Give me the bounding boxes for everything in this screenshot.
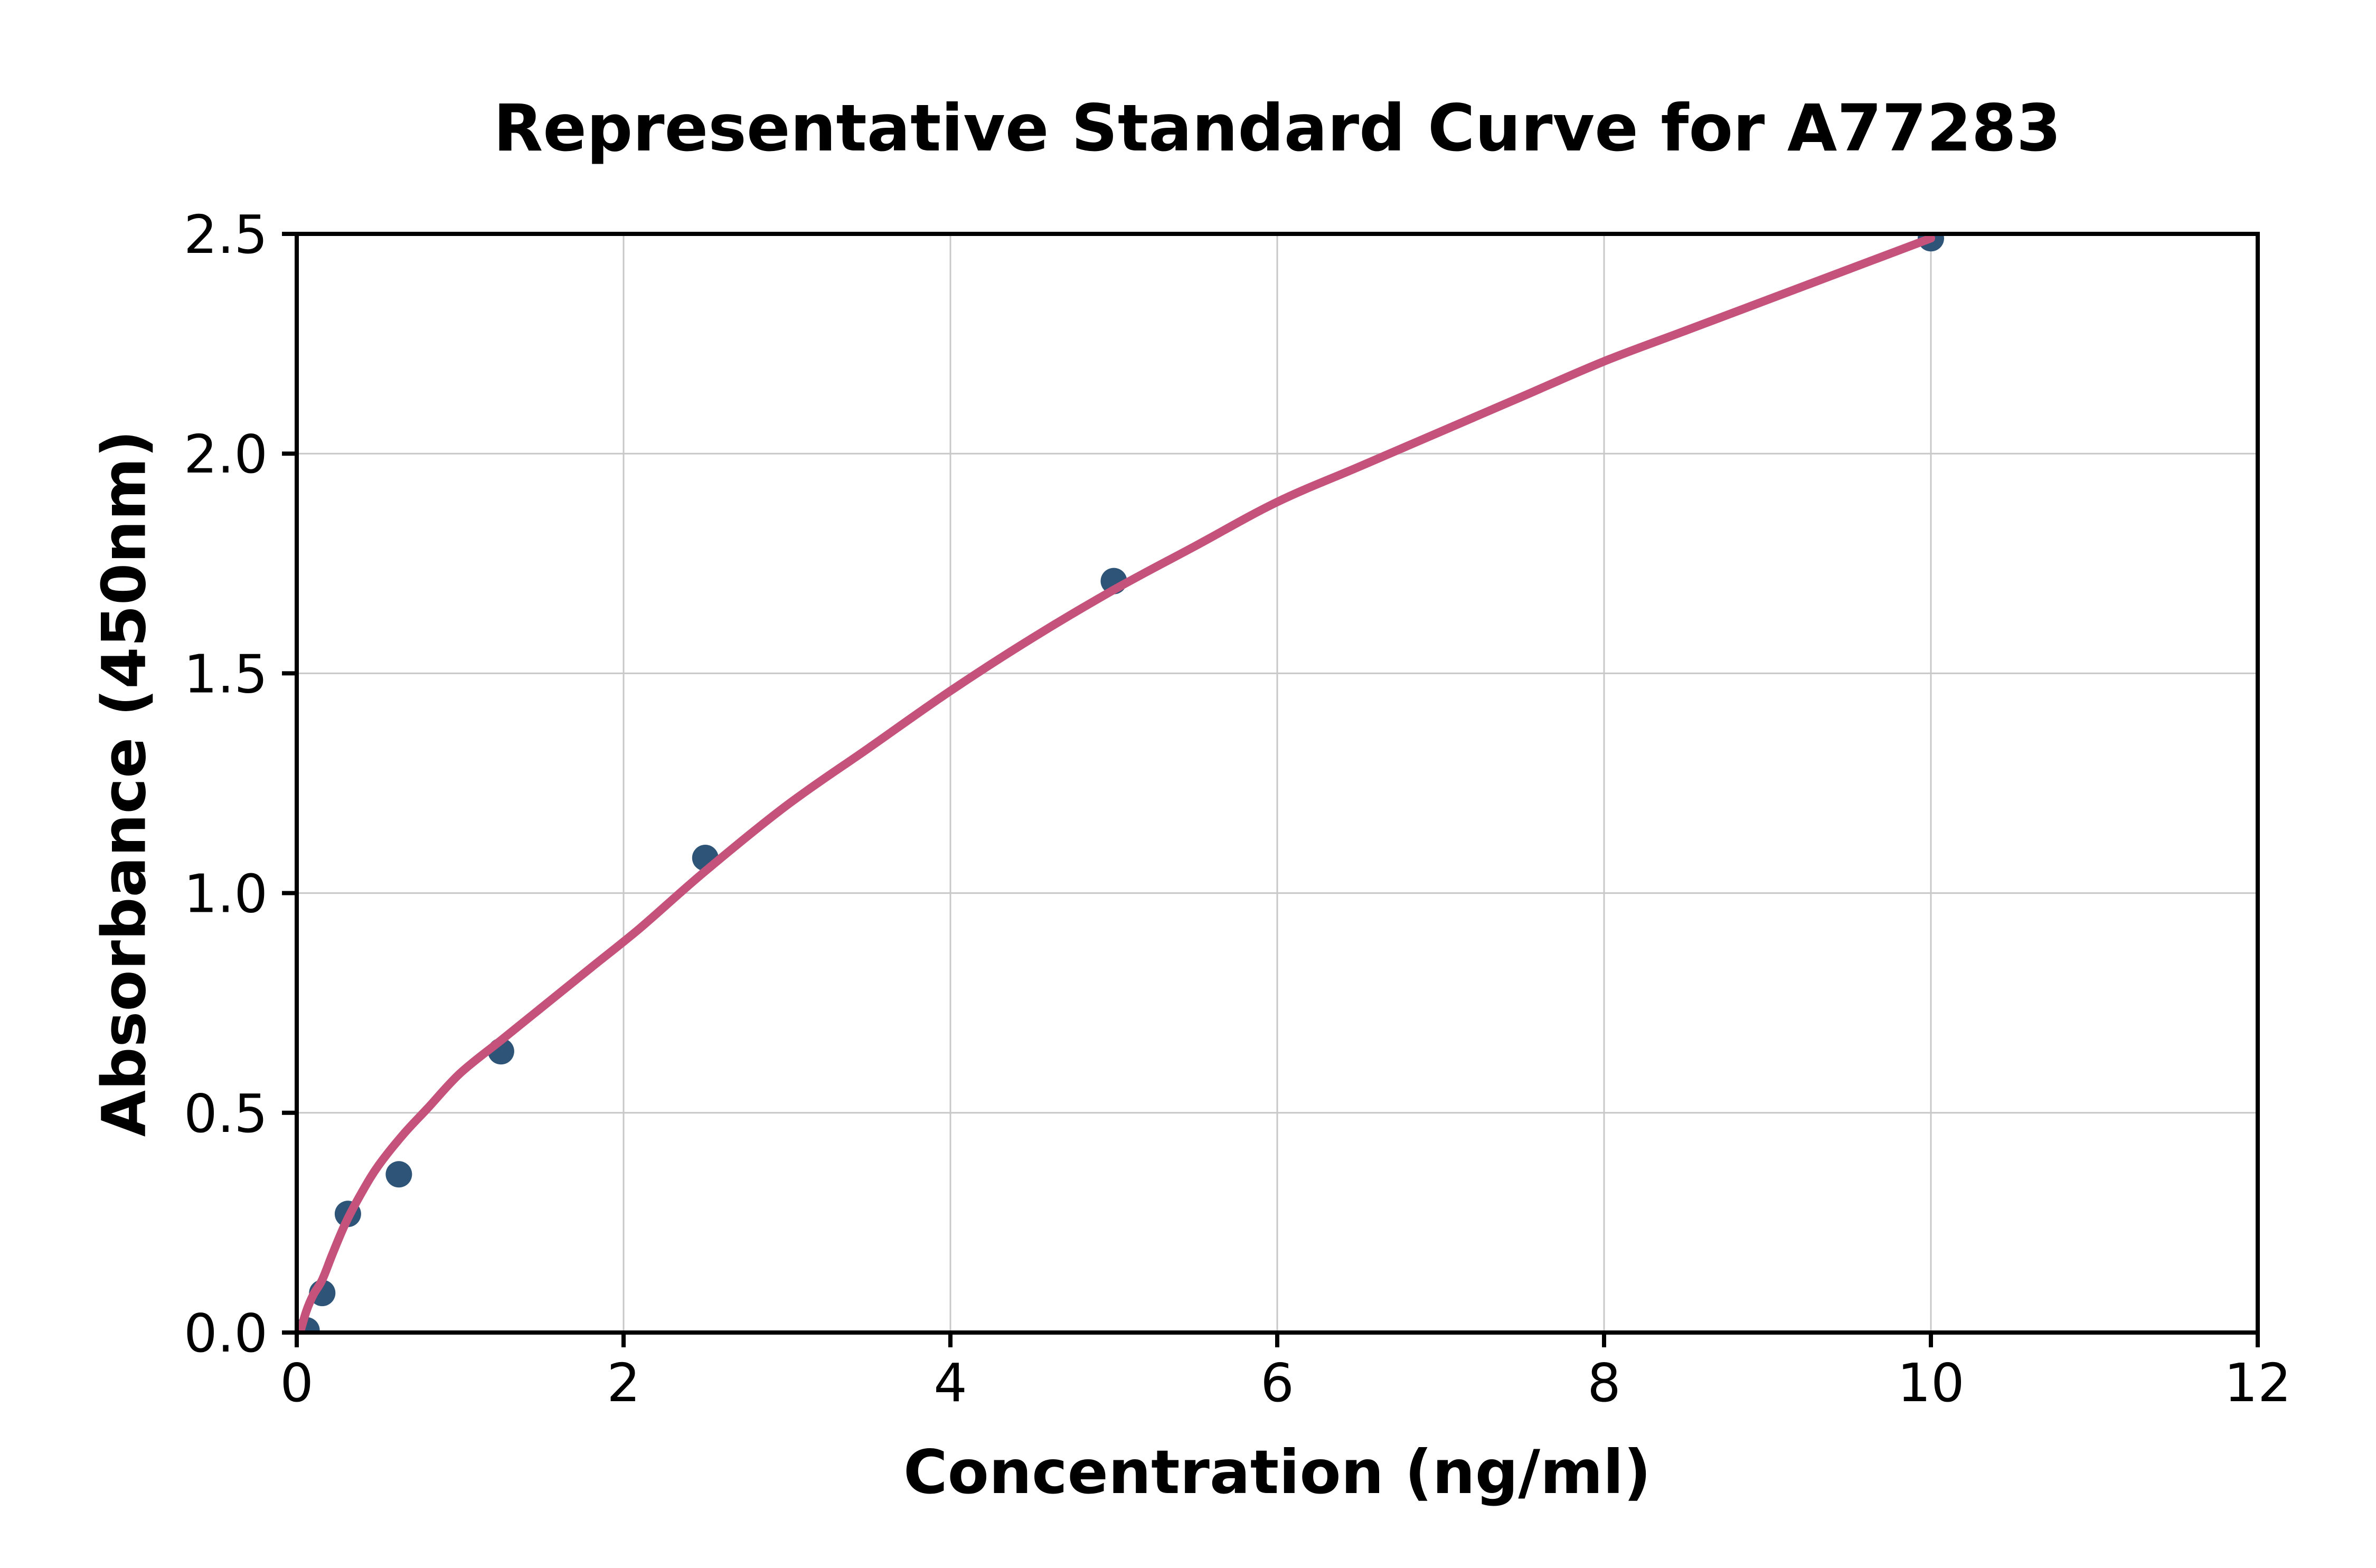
y-tick-label: 2.5	[184, 204, 268, 266]
y-tick-label: 0.5	[184, 1083, 268, 1145]
x-tick-label: 12	[2224, 1352, 2291, 1414]
data-point	[385, 1161, 412, 1188]
y-axis-label: Absorbance (450nm)	[89, 430, 159, 1137]
chart-title: Representative Standard Curve for A77283	[493, 91, 2061, 166]
x-tick-label: 8	[1587, 1352, 1621, 1414]
y-tick-label: 1.5	[184, 643, 268, 705]
x-tick-label: 0	[280, 1352, 314, 1414]
y-tick-label: 2.0	[184, 423, 268, 485]
x-axis-label: Concentration (ng/ml)	[903, 1437, 1652, 1507]
fit-curve	[297, 234, 1935, 1333]
x-tick-label: 4	[934, 1352, 967, 1414]
x-tick-label: 10	[1897, 1352, 1964, 1414]
y-tick-label: 0.0	[184, 1302, 268, 1364]
y-tick-label: 1.0	[184, 863, 268, 925]
x-tick-label: 2	[607, 1352, 640, 1414]
standard-points	[297, 234, 1944, 1333]
x-tick-label: 6	[1260, 1352, 1294, 1414]
